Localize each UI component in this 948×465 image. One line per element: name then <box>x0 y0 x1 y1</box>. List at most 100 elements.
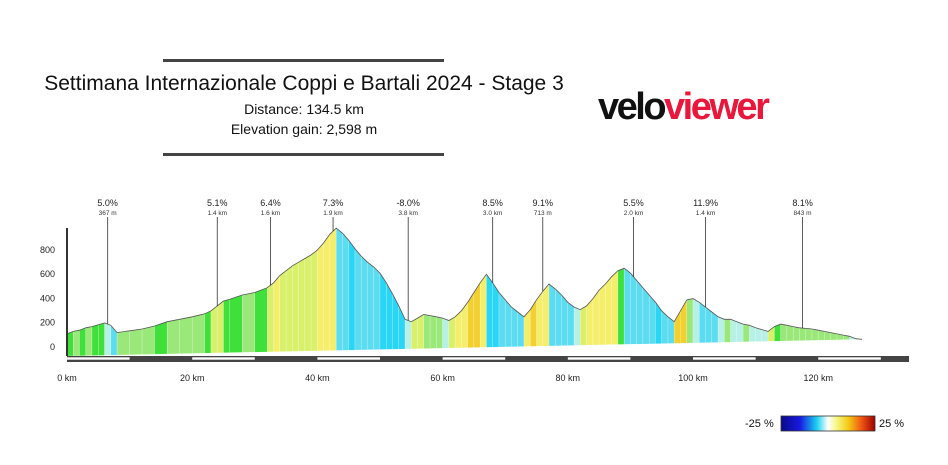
profile-segment <box>254 287 268 356</box>
profile-segment <box>523 309 531 356</box>
climb-gradient-label: 8.1% <box>792 198 813 208</box>
profile-segment <box>104 322 112 356</box>
profile-segment <box>555 288 562 356</box>
climb-gradient-label: -8.0% <box>396 198 420 208</box>
profile-segment <box>336 228 343 356</box>
climb-gradient-label: 11.9% <box>693 198 718 208</box>
profile-segment <box>730 319 737 356</box>
climb-length-label: 3.8 km <box>398 210 418 217</box>
profile-segment <box>285 265 293 356</box>
profile-segments <box>67 228 862 356</box>
profile-segment <box>392 293 399 356</box>
profile-segment <box>592 289 600 356</box>
profile-segment <box>586 298 594 356</box>
grade-legend-bar <box>780 415 876 432</box>
x-tick-label: 60 km <box>430 373 455 383</box>
climb-gradient-label: 9.1% <box>533 198 554 208</box>
profile-segment <box>661 310 669 356</box>
page-title: Settimana Internazionale Coppi e Bartali… <box>44 72 564 95</box>
profile-segment <box>229 294 243 356</box>
profile-segment <box>467 291 475 356</box>
climb-length-label: 1.4 km <box>696 210 716 217</box>
veloviewer-logo[interactable]: veloviewer <box>598 86 770 129</box>
profile-segment <box>79 327 87 356</box>
profile-segment <box>417 314 424 356</box>
profile-segment <box>267 282 274 356</box>
profile-segment <box>379 272 387 356</box>
profile-segment <box>498 291 506 356</box>
distance-bar-stripe <box>567 357 631 360</box>
profile-segment <box>179 316 193 356</box>
profile-segment <box>573 306 581 356</box>
profile-segment <box>711 311 719 356</box>
profile-segment <box>310 249 318 356</box>
profile-segment <box>367 261 374 356</box>
profile-segment <box>742 323 750 356</box>
distance-bar-stripe <box>442 357 506 360</box>
x-tick-label: 80 km <box>556 373 581 383</box>
profile-segment <box>461 301 468 356</box>
profile-segment <box>204 310 212 356</box>
title-rule-top <box>163 59 444 62</box>
profile-segment <box>442 317 450 356</box>
profile-segment <box>436 316 443 356</box>
climb-gradient-label: 5.0% <box>97 198 118 208</box>
x-tick-label: 0 km <box>57 373 77 383</box>
profile-segment <box>793 326 800 356</box>
profile-segment <box>154 321 168 356</box>
profile-segment <box>116 330 130 356</box>
profile-segment <box>273 274 280 356</box>
title-rule-bottom <box>163 153 444 156</box>
profile-segment <box>386 282 393 356</box>
profile-segment <box>98 322 105 356</box>
profile-segment <box>323 233 331 356</box>
profile-segment <box>141 325 155 356</box>
distance-bar-stripe <box>818 357 881 360</box>
profile-segment <box>680 299 687 356</box>
profile-segment <box>561 294 568 356</box>
profile-segment <box>279 270 287 356</box>
climb-length-label: 1.9 km <box>323 210 343 217</box>
profile-segment <box>836 333 844 356</box>
profile-segment <box>824 331 831 356</box>
climb-length-label: 843 m <box>794 210 812 217</box>
profile-segment <box>649 294 656 356</box>
profile-segment <box>454 310 462 356</box>
elevation-gain-text: Elevation gain: 2,598 m <box>230 121 378 137</box>
profile-segment <box>630 272 637 356</box>
profile-segment <box>191 313 205 356</box>
profile-segment <box>91 324 99 356</box>
x-tick-label: 20 km <box>180 373 205 383</box>
climb-gradient-label: 5.5% <box>623 198 644 208</box>
profile-segment <box>580 305 587 356</box>
profile-segment <box>304 254 312 356</box>
legend-min-label: -25 % <box>745 418 774 430</box>
profile-segment <box>429 315 437 356</box>
profile-segment <box>317 242 324 356</box>
y-tick-label: 800 <box>40 245 55 255</box>
profile-segment <box>480 273 487 356</box>
climb-length-label: 367 m <box>99 210 117 217</box>
profile-segment <box>567 301 575 356</box>
y-tick-label: 400 <box>40 293 55 303</box>
y-tick-label: 600 <box>40 269 55 279</box>
profile-segment <box>517 311 525 356</box>
profile-segment <box>548 283 556 356</box>
climb-length-label: 713 m <box>534 210 552 217</box>
distance-bar-stripe <box>317 357 381 360</box>
profile-segment <box>811 328 819 356</box>
profile-segment <box>329 228 337 356</box>
distance-text: Distance: 134.5 km <box>244 101 364 117</box>
profile-segment <box>354 248 362 356</box>
logo-part-viewer: viewer <box>664 86 770 128</box>
profile-segment <box>624 267 631 356</box>
profile-segment <box>166 319 180 356</box>
climb-gradient-label: 8.5% <box>482 198 503 208</box>
profile-segment <box>617 267 625 356</box>
profile-segment <box>849 336 856 356</box>
profile-segment <box>73 329 80 356</box>
profile-segment <box>786 325 794 356</box>
profile-segment <box>717 316 725 356</box>
profile-segment <box>705 306 712 356</box>
profile-segment <box>605 276 612 356</box>
